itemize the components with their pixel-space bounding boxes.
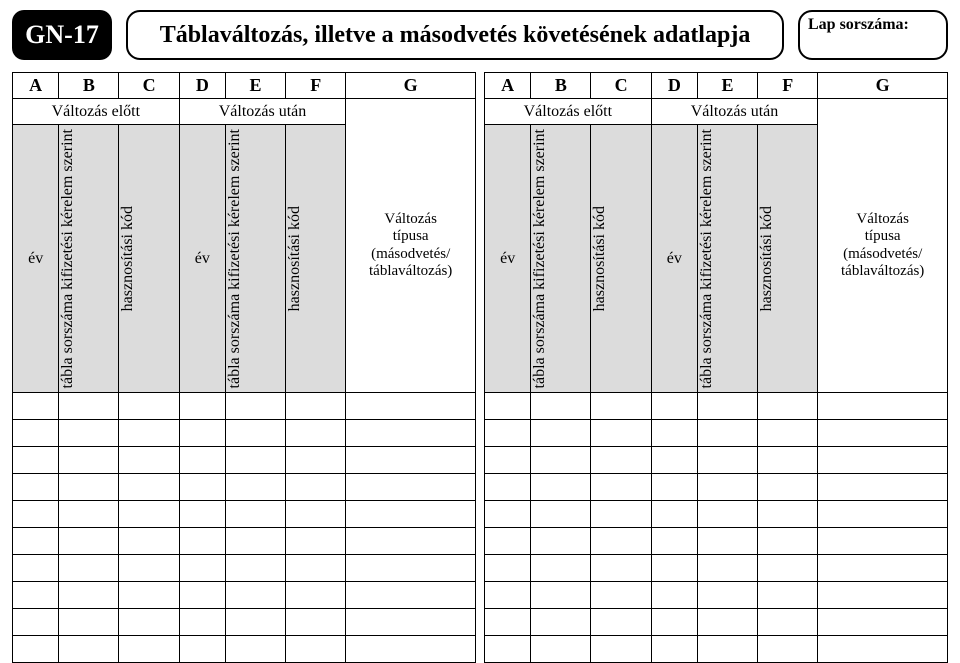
table-row: Változás előtt Változás után Változás tí… <box>13 99 476 125</box>
sub-label: tábla sorszáma kifizetési kérelem szerin… <box>59 125 77 392</box>
sub-label: tábla sorszáma kifizetési kérelem szerin… <box>531 125 549 392</box>
col-letter: C <box>591 73 651 99</box>
col-letter: D <box>651 73 697 99</box>
group-before: Változás előtt <box>13 99 180 125</box>
table-row <box>485 636 948 663</box>
form-code-text: GN-17 <box>25 20 99 50</box>
group-after: Változás után <box>651 99 818 125</box>
table-row <box>485 528 948 555</box>
col-a-header: év <box>485 125 531 393</box>
title-box: Táblaváltozás, illetve a másodvetés köve… <box>126 10 784 60</box>
col-letter: E <box>225 73 285 99</box>
table-row <box>13 420 476 447</box>
col-d-header: év <box>651 125 697 393</box>
sub-label: év <box>28 250 43 267</box>
tables-row: A B C D E F G Változás előtt Változás ut… <box>12 72 948 663</box>
g-line: táblaváltozás) <box>369 263 452 279</box>
col-letter: E <box>697 73 757 99</box>
sub-label: hasznosítási kód <box>119 202 137 315</box>
table-row <box>485 609 948 636</box>
col-e-header: tábla sorszáma kifizetési kérelem szerin… <box>697 125 757 393</box>
col-c-header: hasznosítási kód <box>119 125 179 393</box>
right-table: A B C D E F G Változás előtt Változás ut… <box>484 72 948 663</box>
form-code-badge: GN-17 <box>12 10 112 60</box>
col-a-header: év <box>13 125 59 393</box>
table-row: Változás előtt Változás után Változás tí… <box>485 99 948 125</box>
sub-label: hasznosítási kód <box>591 202 609 315</box>
sub-label: tábla sorszáma kifizetési kérelem szerin… <box>226 125 244 392</box>
left-table: A B C D E F G Változás előtt Változás ut… <box>12 72 476 663</box>
g-line: Változás <box>856 211 908 227</box>
col-letter: A <box>13 73 59 99</box>
col-g-header: Változás típusa (másodvetés/ táblaváltoz… <box>818 99 948 393</box>
page-number-box: Lap sorszáma: <box>798 10 948 60</box>
col-letter: B <box>531 73 591 99</box>
col-letter: G <box>818 73 948 99</box>
group-after: Változás után <box>179 99 346 125</box>
col-d-header: év <box>179 125 225 393</box>
col-b-header: tábla sorszáma kifizetési kérelem szerin… <box>531 125 591 393</box>
col-letter: B <box>59 73 119 99</box>
table-row <box>485 555 948 582</box>
table-row <box>485 474 948 501</box>
table-row <box>485 501 948 528</box>
sub-label: év <box>195 250 210 267</box>
table-row: A B C D E F G <box>485 73 948 99</box>
sub-label: év <box>667 250 682 267</box>
col-letter: G <box>346 73 476 99</box>
col-g-header: Változás típusa (másodvetés/ táblaváltoz… <box>346 99 476 393</box>
col-letter: C <box>119 73 179 99</box>
col-letter: F <box>286 73 346 99</box>
g-line: (másodvetés/ <box>371 246 450 262</box>
table-row <box>13 609 476 636</box>
col-e-header: tábla sorszáma kifizetési kérelem szerin… <box>225 125 285 393</box>
page-title: Táblaváltozás, illetve a másodvetés köve… <box>160 22 751 49</box>
table-row <box>13 582 476 609</box>
col-letter: F <box>758 73 818 99</box>
sub-label: tábla sorszáma kifizetési kérelem szerin… <box>698 125 716 392</box>
col-letter: A <box>485 73 531 99</box>
g-line: típusa <box>393 228 429 244</box>
right-table-wrap: A B C D E F G Változás előtt Változás ut… <box>484 72 948 663</box>
table-row <box>13 528 476 555</box>
col-letter: D <box>179 73 225 99</box>
g-line: táblaváltozás) <box>841 263 924 279</box>
g-line: Változás <box>384 211 436 227</box>
table-row <box>485 447 948 474</box>
col-b-header: tábla sorszáma kifizetési kérelem szerin… <box>59 125 119 393</box>
table-row <box>13 447 476 474</box>
table-row <box>13 555 476 582</box>
table-row: A B C D E F G <box>13 73 476 99</box>
table-row <box>485 582 948 609</box>
table-row <box>485 420 948 447</box>
group-before: Változás előtt <box>485 99 652 125</box>
g-line: (másodvetés/ <box>843 246 922 262</box>
sub-label: hasznosítási kód <box>286 202 304 315</box>
sub-label: év <box>500 250 515 267</box>
page-number-label: Lap sorszáma: <box>808 16 909 33</box>
table-row <box>13 474 476 501</box>
table-row <box>13 393 476 420</box>
table-row <box>13 636 476 663</box>
sub-label: hasznosítási kód <box>758 202 776 315</box>
table-row <box>485 393 948 420</box>
col-f-header: hasznosítási kód <box>758 125 818 393</box>
col-f-header: hasznosítási kód <box>286 125 346 393</box>
g-line: típusa <box>865 228 901 244</box>
header-bar: GN-17 Táblaváltozás, illetve a másodveté… <box>12 10 948 60</box>
table-row <box>13 501 476 528</box>
left-table-wrap: A B C D E F G Változás előtt Változás ut… <box>12 72 476 663</box>
col-c-header: hasznosítási kód <box>591 125 651 393</box>
